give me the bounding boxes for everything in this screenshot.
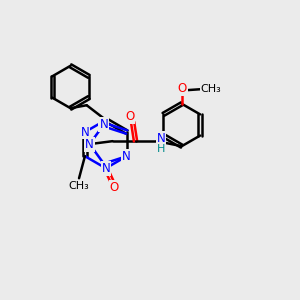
Text: N: N: [85, 138, 94, 151]
Text: N: N: [157, 132, 166, 145]
Text: N: N: [101, 162, 110, 175]
Text: N: N: [80, 125, 89, 139]
Text: N: N: [122, 150, 131, 163]
Text: O: O: [110, 181, 119, 194]
Text: N: N: [99, 118, 108, 131]
Text: CH₃: CH₃: [69, 181, 89, 190]
Text: O: O: [125, 110, 134, 123]
Text: CH₃: CH₃: [201, 84, 222, 94]
Text: H: H: [157, 144, 165, 154]
Text: O: O: [178, 82, 187, 95]
